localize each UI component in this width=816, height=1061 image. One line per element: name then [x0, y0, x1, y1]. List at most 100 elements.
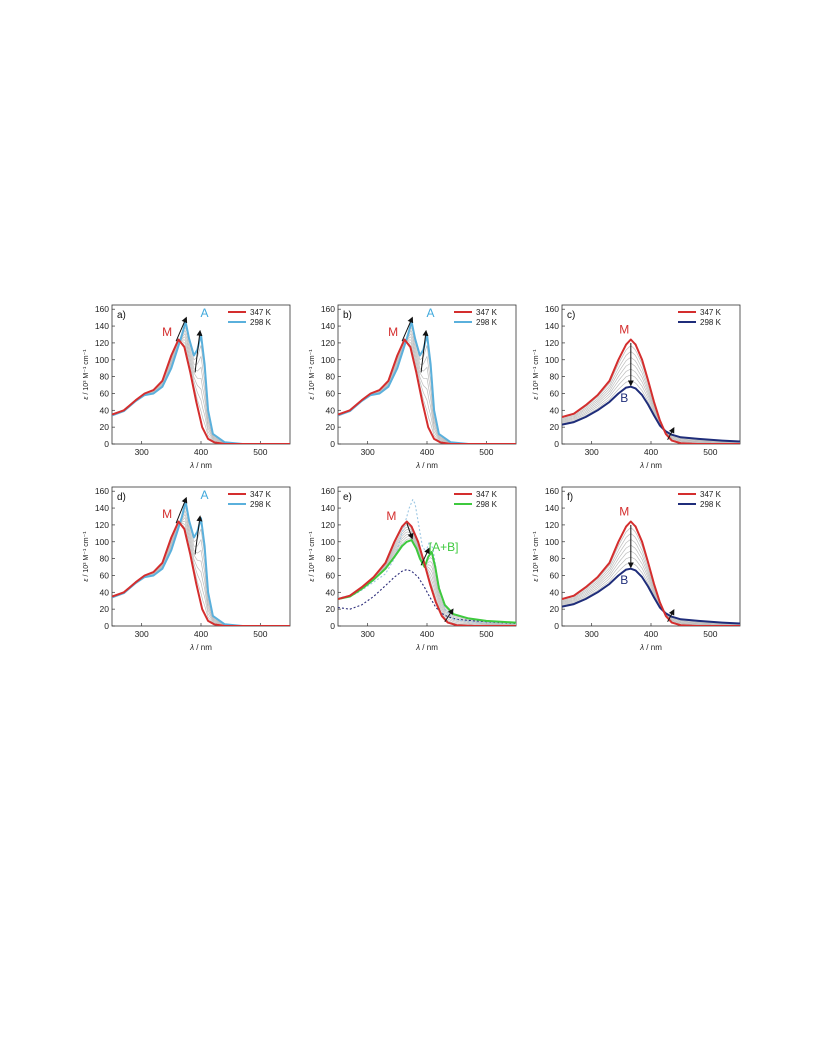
- trend-arrow: [401, 316, 414, 342]
- curve-annotation: M: [619, 323, 629, 337]
- series-line: [562, 338, 740, 444]
- y-tick-label: 140: [545, 321, 559, 331]
- y-tick-label: 60: [100, 388, 110, 398]
- curve-annotation: A: [201, 488, 209, 502]
- plot-area: [112, 500, 290, 626]
- curve-annotation: M: [388, 325, 398, 339]
- y-tick-label: 140: [321, 321, 335, 331]
- x-tick-label: 300: [361, 629, 375, 639]
- panel-4: 0 20 40 60 80 100 120 140 160 300 400 500 λ / nm ε / …: [83, 486, 291, 652]
- y-tick-label: 60: [100, 570, 110, 580]
- x-tick-label: 500: [703, 447, 717, 457]
- series-line: [338, 499, 516, 625]
- y-tick-label: 160: [321, 486, 335, 496]
- curve-annotation: B: [620, 573, 628, 587]
- x-tick-label: 400: [194, 447, 208, 457]
- x-axis-label-symbol: λ: [639, 643, 644, 652]
- x-axis-label: λ / nm: [189, 643, 212, 652]
- intermediate-curve: [562, 533, 740, 626]
- x-axis-label-symbol: λ: [189, 461, 194, 470]
- y-axis-label-symbol: ε: [533, 578, 540, 582]
- x-tick-label: 400: [644, 629, 658, 639]
- plot-area: [562, 520, 740, 626]
- y-axis-label-unit: / 10³ M⁻¹ cm⁻¹: [533, 531, 540, 579]
- x-axis-label-unit: / nm: [644, 461, 662, 470]
- y-tick-label: 80: [326, 372, 336, 382]
- series-line: [112, 520, 290, 626]
- y-tick-label: 160: [95, 304, 109, 314]
- intermediate-curve: [112, 509, 290, 626]
- x-tick-label: 500: [253, 447, 267, 457]
- y-tick-label: 120: [545, 338, 559, 348]
- y-tick-label: 0: [554, 439, 559, 449]
- series-line: [112, 338, 290, 444]
- x-tick-label: 300: [135, 629, 149, 639]
- y-axis-label-unit: / 10³ M⁻¹ cm⁻¹: [309, 531, 316, 579]
- plot-area: [562, 338, 740, 444]
- y-tick-label: 120: [321, 338, 335, 348]
- y-tick-label: 140: [321, 503, 335, 513]
- y-tick-label: 40: [550, 587, 560, 597]
- y-tick-label: 0: [554, 621, 559, 631]
- intermediate-curve: [562, 374, 740, 443]
- legend-label: 347 K: [250, 490, 272, 499]
- x-tick-label: 400: [644, 447, 658, 457]
- y-tick-label: 80: [550, 372, 560, 382]
- intermediate-curve: [112, 326, 290, 444]
- y-axis-label: ε / 10³ M⁻¹ cm⁻¹: [83, 349, 90, 400]
- y-tick-label: 100: [95, 537, 109, 547]
- panel-2: 0 20 40 60 80 100 120 140 160 300 400 500 λ / nm ε / …: [309, 304, 517, 470]
- intermediate-curve: [562, 351, 740, 444]
- y-tick-label: 0: [330, 439, 335, 449]
- curve-annotation: B: [620, 391, 628, 405]
- legend-label: 347 K: [476, 308, 498, 317]
- intermediate-curve: [112, 522, 290, 626]
- y-tick-label: 20: [550, 604, 560, 614]
- y-axis-label: ε / 10³ M⁻¹ cm⁻¹: [533, 531, 540, 582]
- intermediate-curve: [338, 536, 516, 624]
- intermediate-curve: [112, 520, 290, 626]
- legend-label: 298 K: [476, 318, 498, 327]
- intermediate-curve: [112, 522, 290, 626]
- y-axis-label-unit: / 10³ M⁻¹ cm⁻¹: [83, 349, 90, 397]
- y-tick-label: 80: [100, 372, 110, 382]
- y-tick-label: 160: [545, 486, 559, 496]
- x-axis-label-symbol: λ: [415, 461, 420, 470]
- panel-label: c): [567, 310, 575, 321]
- y-tick-label: 40: [100, 405, 110, 415]
- intermediate-curve: [338, 538, 516, 624]
- intermediate-curve: [112, 339, 290, 444]
- curve-annotation: M: [619, 505, 629, 519]
- x-axis-label: λ / nm: [639, 461, 662, 470]
- trend-arrow: [175, 316, 188, 342]
- panel-label: a): [117, 310, 126, 321]
- y-axis-label-symbol: ε: [83, 578, 90, 582]
- y-tick-label: 120: [545, 520, 559, 530]
- panel-label: f): [567, 492, 573, 503]
- trend-arrow: [194, 515, 203, 555]
- intermediate-curve: [562, 357, 740, 444]
- x-axis-label-unit: / nm: [420, 461, 438, 470]
- x-tick-label: 300: [585, 447, 599, 457]
- trend-arrow: [667, 427, 675, 441]
- x-tick-label: 500: [703, 629, 717, 639]
- y-tick-label: 80: [326, 554, 336, 564]
- legend-label: 298 K: [700, 318, 722, 327]
- y-tick-label: 20: [326, 422, 336, 432]
- y-tick-label: 40: [326, 587, 336, 597]
- x-tick-label: 400: [194, 629, 208, 639]
- y-tick-label: 100: [545, 355, 559, 365]
- panel-label: d): [117, 492, 126, 503]
- trend-arrow: [420, 547, 430, 566]
- intermediate-curve: [338, 531, 516, 625]
- curve-annotation: M: [386, 509, 396, 523]
- legend-label: 347 K: [476, 490, 498, 499]
- y-tick-label: 100: [95, 355, 109, 365]
- panel-1: 0 20 40 60 80 100 120 140 160 300 400 500 λ / nm ε / …: [83, 304, 291, 470]
- intermediate-curve: [562, 539, 740, 626]
- y-tick-label: 120: [95, 338, 109, 348]
- plot-area: [338, 320, 516, 444]
- y-tick-label: 20: [100, 604, 110, 614]
- x-axis-label-unit: / nm: [644, 643, 662, 652]
